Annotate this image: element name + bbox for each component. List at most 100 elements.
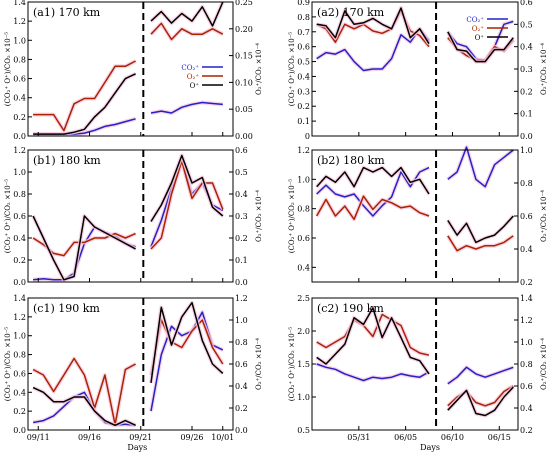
- series-co2-a2-0: [316, 28, 430, 72]
- ytick-label-b1-4: 0.8: [13, 190, 26, 199]
- ytick-label-b1-3: 0.6: [13, 212, 26, 221]
- xlabel-c2: Days: [420, 443, 440, 452]
- y2tick-label-b1-3: 0.3: [235, 212, 248, 221]
- ytick-label-c1-3: 0.6: [13, 369, 26, 378]
- series-o-c1-1: [150, 301, 224, 384]
- y2tick-label-a2-6: 0.6: [520, 0, 533, 7]
- series-o2-b2-0: [316, 195, 430, 221]
- y2tick-label-b1-0: 0.0: [235, 278, 248, 287]
- series-o2-a1-0: [33, 60, 136, 132]
- legend-label-o-a1: O⁺: [190, 82, 200, 90]
- ylabel-left-b2: (CO₂⁺ O⁺)/CO₂ ×10⁻⁵: [288, 179, 296, 254]
- ytick-label-b2-0: 0.4: [297, 263, 310, 272]
- xtick-label-c2-2: 06/10: [441, 433, 464, 442]
- ytick-label-c2-3: 2.0: [297, 327, 310, 336]
- ytick-label-b1-0: 0.0: [13, 278, 26, 287]
- series-co2-a1-1: [150, 101, 223, 114]
- ytick-label-c1-4: 0.8: [13, 351, 26, 360]
- panel-c2: 0.5 1.0 1.5 2.0 2.5 0.2 0.4 0.6 0.8 1.0 1.2 1.4 05/3…: [288, 294, 548, 452]
- ytick-label-a1-1: 0.2: [13, 113, 26, 122]
- panel-label-b2: (b2) 180 km: [317, 154, 385, 167]
- ylabel-right-b2: O₂⁺/CO₂ ×10⁻⁴: [540, 190, 548, 242]
- ytick-label-c1-6: 1.2: [13, 313, 26, 322]
- y2tick-label-a2-1: 0.1: [520, 110, 533, 119]
- ytick-label-a2-6: 0.6: [297, 43, 310, 52]
- series-o2-b2-1: [447, 235, 514, 252]
- ytick-label-c1-0: 0.0: [13, 426, 26, 435]
- y2tick-label-c1-1: 0.2: [235, 404, 248, 413]
- legend-label-co2-a2: CO₂⁺: [466, 16, 484, 24]
- ytick-label-c2-0: 0.5: [297, 426, 310, 435]
- y2tick-label-b2-2: 0.6: [520, 212, 533, 221]
- y2tick-label-a1-2: 0.10: [235, 78, 253, 87]
- y2tick-label-a1-4: 0.20: [235, 25, 253, 34]
- ytick-label-c1-5: 1.0: [13, 332, 26, 341]
- ytick-label-c2-4: 2.5: [297, 294, 310, 303]
- ylabel-left-c1: (CO₂⁺ O⁺)/CO₂ ×10⁻⁵: [4, 327, 12, 402]
- series-o-a1-0: [33, 73, 136, 135]
- series-o-b2-1: [447, 215, 514, 244]
- ylabel-right-c1: O₂⁺/CO₂ ×10⁻⁴: [255, 338, 263, 390]
- ytick-label-c1-1: 0.2: [13, 407, 26, 416]
- xtick-label-c1-2: 09/21: [129, 433, 152, 442]
- panel-label-a1: (a1) 170 km: [33, 6, 101, 19]
- series-o2-c1-0: [32, 357, 136, 426]
- xtick-label-c1-1: 09/16: [78, 433, 101, 442]
- y2tick-label-a1-5: 0.25: [235, 0, 253, 7]
- panel-label-c2: (c2) 190 km: [317, 302, 384, 315]
- panel-b2: 0.4 0.6 0.8 1.0 1.2 0.2 0.4 0.6 0.8 1.0 (b2) 180 k…: [288, 145, 548, 287]
- ylabel-left-b1: (CO₂⁺ O⁺)/CO₂ ×10⁻⁵: [4, 179, 12, 254]
- halo-co2-b2-1: [446, 145, 515, 189]
- ytick-label-c1-2: 0.4: [13, 388, 26, 397]
- plot-frame-a1: [27, 1, 234, 137]
- ylabel-right-a1: O₂⁺/CO₂ ×10⁻⁴: [255, 43, 263, 95]
- ytick-label-b2-1: 0.6: [297, 234, 310, 243]
- y2tick-label-b2-1: 0.4: [520, 245, 533, 254]
- halo-o-b2-1: [446, 214, 515, 245]
- ytick-label-a1-7: 1.4: [13, 0, 26, 7]
- ylabel-left-a2: (CO₂⁺ O⁺)/CO₂ ×10⁻⁵: [288, 32, 296, 107]
- series-o-c1-0: [32, 386, 136, 427]
- panel-label-c1: (c1) 190 km: [33, 302, 100, 315]
- y2tick-label-c2-2: 0.6: [520, 382, 533, 391]
- y2tick-label-b1-4: 0.4: [235, 190, 248, 199]
- ylabel-left-c2: (CO₂⁺ O⁺)/CO₂ ×10⁻⁵: [288, 327, 296, 402]
- series-o2-c1-1: [150, 319, 224, 376]
- series-o-b2-0: [316, 166, 430, 195]
- ytick-label-a1-6: 1.2: [13, 17, 26, 26]
- ylabel-left-a1: (CO₂⁺ O⁺)/CO₂ ×10⁻⁵: [4, 32, 12, 107]
- panel-b1: 0.0 0.2 0.4 0.6 0.8 1.0 1.2 0.0 0.1 0.2 0.3 0.4 0.5 0…: [4, 146, 263, 287]
- xtick-label-c1-4: 10/01: [211, 433, 234, 442]
- series-o-a2-0: [316, 7, 430, 45]
- xtick-label-c2-1: 06/05: [394, 433, 417, 442]
- series-co2-c2-0: [316, 363, 430, 382]
- y2tick-label-c1-2: 0.4: [235, 382, 248, 391]
- plot-frame-b2: [311, 149, 519, 283]
- halo-co2-c2-0: [316, 362, 430, 383]
- panel-label-b1: (b1) 180 km: [33, 154, 101, 167]
- ytick-label-a2-3: 0.3: [297, 87, 310, 96]
- halo-o-b1-1: [149, 153, 225, 223]
- series-o-c2-0: [316, 307, 430, 375]
- y2tick-label-a1-0: 0.00: [235, 132, 253, 141]
- xlabel-c1: Days: [127, 443, 147, 452]
- y2tick-label-c1-5: 1.0: [235, 316, 248, 325]
- ytick-label-a1-3: 0.6: [13, 75, 26, 84]
- y2tick-label-b2-3: 0.8: [520, 179, 533, 188]
- plot-frame-b1: [27, 149, 234, 283]
- panel-c1: 0.0 0.2 0.4 0.6 0.8 1.0 1.2 1.4 0.0 0.2 0.4 0.6 0.8 1…: [4, 294, 263, 452]
- panel-a2: 0 0.1 0.2 0.3 0.4 0.5 0.6 0.7 0.8 0.9 0.0 0.1 0.2 0.3…: [288, 0, 548, 141]
- ytick-label-c2-1: 1.0: [297, 393, 310, 402]
- y2tick-label-a2-2: 0.2: [520, 87, 533, 96]
- ytick-label-a1-0: 0.0: [13, 132, 26, 141]
- y2tick-label-b2-4: 1.0: [520, 146, 533, 155]
- y2tick-label-a1-1: 0.05: [235, 105, 253, 114]
- legend-label-o2-a2: O₂⁺: [472, 25, 485, 33]
- ytick-label-c2-2: 1.5: [297, 360, 310, 369]
- xtick-label-c2-0: 05/31: [347, 433, 370, 442]
- series-o2-a2-0: [316, 10, 430, 48]
- y2tick-label-c2-1: 0.4: [520, 404, 533, 413]
- legend-label-co2-a1: CO₂⁺: [181, 64, 199, 72]
- series-o-b1-1: [150, 154, 224, 222]
